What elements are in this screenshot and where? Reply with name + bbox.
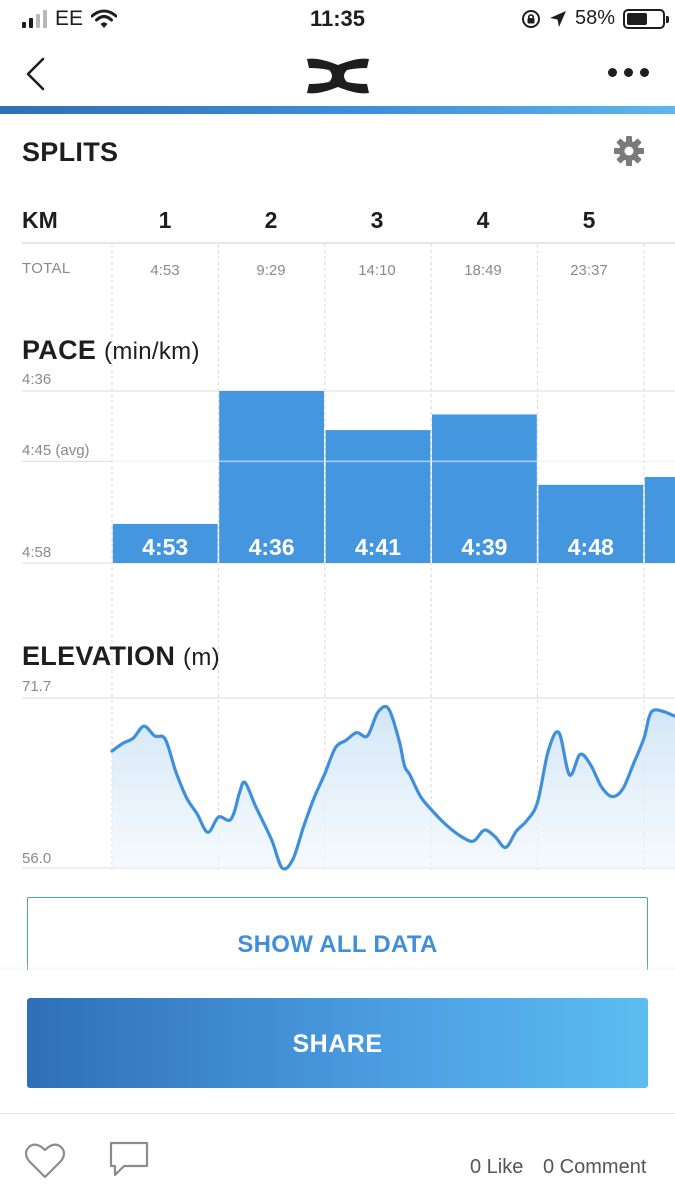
- km-label: KM: [22, 207, 58, 233]
- km-number: 4: [476, 207, 490, 233]
- total-time: 9:29: [256, 262, 286, 279]
- pace-bar-label: 4:36: [249, 534, 295, 560]
- elevation-area: [112, 706, 675, 869]
- pace-chart: 4:534:364:414:394:484: [22, 390, 675, 564]
- status-left: EE: [22, 7, 118, 31]
- status-right: 58%: [521, 7, 669, 30]
- pace-bar-label: 4:41: [355, 534, 401, 560]
- chevron-left-icon[interactable]: [20, 56, 54, 92]
- column-separators: [111, 244, 645, 870]
- gear-icon[interactable]: [612, 134, 646, 168]
- header-accent-line: [0, 106, 675, 114]
- dot: [624, 68, 633, 77]
- share-label: SHARE: [292, 1030, 383, 1058]
- pace-bar: [219, 391, 324, 563]
- elevation-title: ELEVATION (m): [22, 641, 220, 672]
- total-time: 14:10: [358, 262, 396, 279]
- km-number: 3: [370, 207, 384, 233]
- battery-fill: [627, 12, 647, 25]
- status-time: 11:35: [309, 6, 366, 31]
- pace-bar: [325, 430, 431, 563]
- pace-title: PACE (min/km): [22, 335, 200, 366]
- dot: [640, 68, 649, 77]
- comment-icon[interactable]: [108, 1140, 150, 1180]
- pace-unit: (min/km): [104, 338, 200, 365]
- like-count[interactable]: 0 Like: [470, 1156, 524, 1178]
- total-label: TOTAL: [22, 260, 71, 277]
- km-row-divider: [22, 242, 675, 244]
- pace-axis-bottom: 4:58: [22, 544, 52, 561]
- location-arrow-icon: [549, 10, 566, 27]
- pace-title-text: PACE: [22, 335, 97, 365]
- pace-bar-label: 4:48: [568, 534, 614, 560]
- signal-icon: [22, 10, 47, 28]
- pace-bar: [112, 523, 218, 563]
- battery-percent: 58%: [574, 7, 615, 29]
- rotation-lock-icon: [521, 9, 540, 28]
- km-number: 5: [582, 207, 596, 233]
- comment-count[interactable]: 0 Comment: [543, 1156, 647, 1178]
- status-bar: EE 11:35 58%: [0, 0, 675, 40]
- heart-icon[interactable]: [24, 1142, 66, 1180]
- battery-icon: [623, 8, 669, 29]
- nav-bar: [0, 40, 675, 106]
- elevation-axis-bottom: 56.0: [22, 850, 52, 867]
- under-armour-logo: [307, 58, 369, 94]
- more-dots-icon[interactable]: [608, 68, 649, 77]
- total-time: 23:37: [570, 262, 608, 279]
- splits-title: SPLITS: [22, 137, 119, 167]
- elevation-axis-top: 71.7: [22, 678, 52, 695]
- pace-axis-top: 4:36: [22, 371, 52, 388]
- carrier-label: EE: [55, 7, 84, 30]
- pace-bar: [432, 414, 537, 563]
- elevation-line: [110, 704, 675, 871]
- pace-bar-label: 4:39: [461, 534, 507, 560]
- wifi-icon: [91, 9, 118, 28]
- elevation-unit: (m): [183, 644, 220, 671]
- share-button[interactable]: SHARE: [27, 998, 648, 1088]
- km-number: 1: [158, 207, 172, 233]
- elevation-chart: [22, 697, 675, 871]
- dot: [608, 68, 617, 77]
- pace-bar-label: 4:53: [142, 534, 188, 560]
- pace-axis-avg: 4:45 (avg): [22, 442, 90, 459]
- total-time: 4:53: [150, 262, 180, 279]
- show-all-data-label: SHOW ALL DATA: [237, 931, 438, 958]
- pace-bar: [644, 477, 675, 563]
- footer-divider: [0, 1113, 675, 1114]
- total-time: 18:49: [464, 262, 502, 279]
- elevation-title-text: ELEVATION: [22, 641, 176, 671]
- pace-bar: [538, 484, 644, 563]
- km-number: 2: [264, 207, 278, 233]
